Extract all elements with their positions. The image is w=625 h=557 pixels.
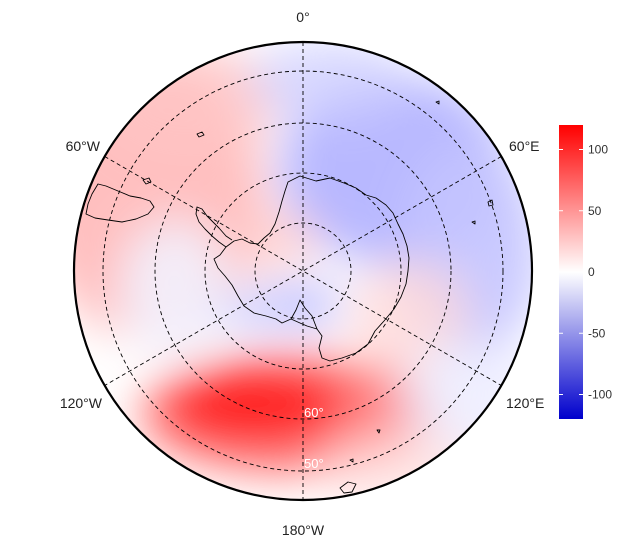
colorbar-tick-label: -50 [588, 326, 606, 340]
lon-label-60w: 60°W [66, 138, 101, 154]
new-zealand-tip [339, 481, 357, 494]
coastlines [85, 100, 494, 494]
lat-circle-70 [204, 172, 402, 370]
longitude-labels: 0° 60°E 120°E 180°W 120°W 60°W [60, 9, 544, 538]
antarctic-peninsula [195, 206, 233, 248]
lat-circle-60 [154, 122, 452, 420]
island-prince-edward [435, 100, 440, 105]
colorbar: 100 50 0 -50 -100 [559, 125, 612, 419]
colorbar-tick-label: -100 [588, 388, 612, 402]
colorbar-tick-label: 100 [588, 143, 608, 157]
meridian-60w-120e [104, 156, 502, 386]
falkland-islands [142, 177, 152, 185]
lat-circle-80 [254, 222, 352, 320]
island-heard [471, 220, 476, 225]
anomaly-field [74, 42, 532, 500]
antarctica-coastline [213, 175, 410, 362]
south-america-coastline [85, 183, 155, 223]
lon-label-180: 180°W [282, 522, 325, 538]
lat-label-60: 60° [304, 405, 324, 420]
south-georgia [196, 131, 205, 138]
colorbar-tick-label: 50 [588, 204, 602, 218]
ross-ice-shelf [290, 299, 318, 330]
latitude-labels: 60° 50° [304, 405, 324, 471]
lon-label-120e: 120°E [506, 395, 544, 411]
map-boundary-ring [72, 40, 534, 502]
lon-label-60e: 60°E [509, 138, 540, 154]
graticule [102, 42, 504, 500]
colorbar-tick-label: 0 [588, 265, 595, 279]
island-macquarie [376, 429, 381, 434]
kerguelen [487, 199, 494, 207]
lat-circle-50 [102, 70, 504, 472]
meridian-60e-120w [104, 156, 502, 386]
lon-label-0: 0° [296, 9, 309, 25]
lon-label-120w: 120°W [60, 395, 103, 411]
island-campbell [349, 458, 354, 463]
colorbar-ticks: 100 50 0 -50 -100 [559, 143, 612, 402]
lat-label-50: 50° [304, 456, 324, 471]
